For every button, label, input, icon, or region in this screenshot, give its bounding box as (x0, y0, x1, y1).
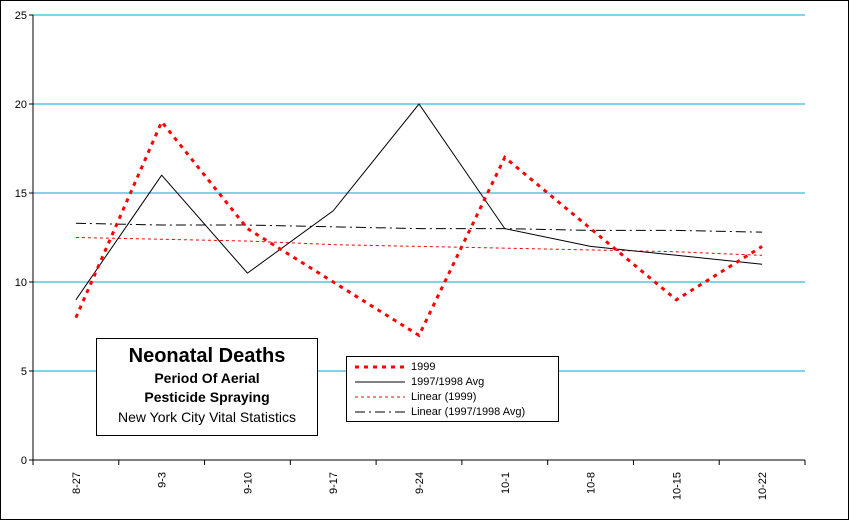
legend-item-avg: 1997/1998 Avg (347, 375, 558, 390)
legend-item-linear-1999: Linear (1999) (347, 390, 558, 405)
x-tick-label: 10-1 (500, 472, 512, 494)
legend-item-1999: 1999 (347, 360, 558, 375)
x-tick-label: 9-3 (157, 472, 169, 488)
series-line-linear-1997-1998-avg (75, 222, 763, 233)
legend-swatch-linear-avg (355, 411, 405, 413)
x-tick-label: 10-8 (586, 472, 598, 494)
x-tick-label: 10-22 (757, 472, 769, 500)
y-tick-label: 15 (15, 188, 27, 200)
chart-title-box: Neonatal Deaths Period Of Aerial Pestici… (96, 338, 318, 436)
legend-label-avg: 1997/1998 Avg (411, 376, 485, 388)
y-tick-label: 20 (15, 99, 27, 111)
chart-title: Neonatal Deaths (128, 345, 286, 367)
chart-subtitle-line-3: New York City Vital Statistics (118, 409, 296, 425)
legend: 1999 1997/1998 Avg Linear (1999) Linear … (346, 356, 559, 422)
y-tick-label: 0 (21, 455, 27, 467)
series-line-1997-1998-avg (75, 103, 763, 301)
series-line-linear-1999 (75, 237, 763, 256)
chart-subtitle-line-2: Pesticide Spraying (144, 389, 270, 405)
x-tick-label: 10-15 (671, 472, 683, 500)
legend-swatch-1999 (355, 365, 405, 369)
legend-swatch-avg (355, 381, 405, 383)
x-tick-label: 9-10 (242, 472, 254, 494)
x-tick-label: 9-17 (328, 472, 340, 494)
y-tick-label: 10 (15, 277, 27, 289)
legend-swatch-linear-1999 (355, 396, 405, 398)
legend-label-1999: 1999 (411, 361, 436, 373)
legend-label-linear-avg: Linear (1997/1998 Avg) (411, 406, 526, 418)
x-tick-label: 8-27 (71, 472, 83, 494)
x-tick-labels: 8-27 9-3 9-10 9-17 9-24 10-1 10-8 10-15 10-22 (71, 472, 769, 500)
y-tick-labels: 0 5 10 15 20 25 (15, 10, 27, 467)
legend-item-linear-avg: Linear (1997/1998 Avg) (347, 405, 558, 420)
chart-subtitle-line-1: Period Of Aerial (154, 370, 260, 386)
y-tick-label: 5 (21, 366, 27, 378)
series-line-1999 (74, 118, 763, 338)
grid-lines (33, 14, 805, 372)
series-lines (74, 103, 763, 338)
legend-label-linear-1999: Linear (1999) (411, 391, 477, 403)
x-tick-label: 9-24 (414, 472, 426, 494)
axes (29, 14, 806, 465)
y-tick-label: 25 (15, 10, 27, 22)
